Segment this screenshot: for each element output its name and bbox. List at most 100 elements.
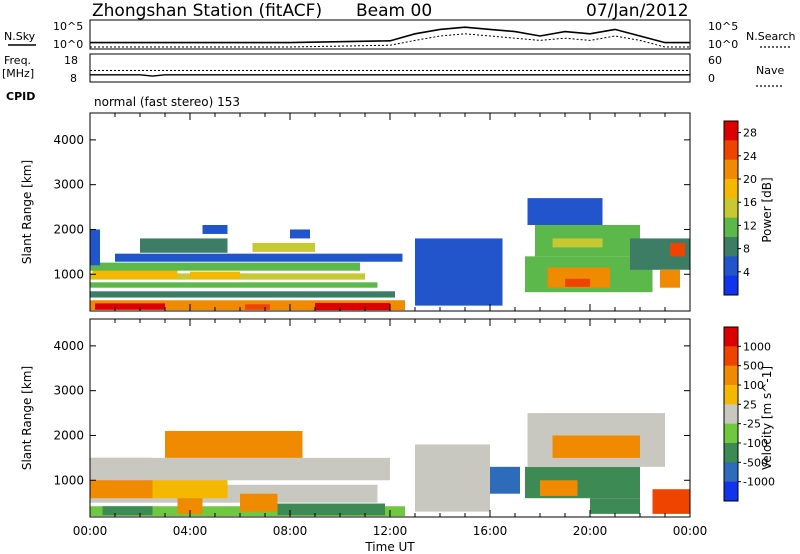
cpid-text: normal (fast stereo) 153 (94, 95, 240, 109)
velocity-heatmap (90, 413, 690, 517)
noise-right-tick-top: 10^5 (708, 20, 738, 33)
heatmap-patch (315, 302, 390, 311)
colorbar-swatch (724, 365, 738, 386)
colorbar-swatch (724, 481, 738, 502)
heatmap-patch (90, 282, 378, 288)
power-axes: 1000 2000 3000 4000 (53, 113, 691, 311)
velocity-colorbar: 1000 500 100 25 -25 -100 -500 -1000 (723, 326, 775, 502)
heatmap-patch (660, 269, 680, 288)
heatmap-patch (490, 466, 520, 494)
colorbar-tick-label: 500 (743, 360, 764, 373)
heatmap-patch (277, 503, 385, 516)
noise-left-tick-top: 10^5 (53, 20, 83, 33)
heatmap-patch (90, 457, 390, 481)
freq-right-tick-bottom: 0 (708, 72, 715, 85)
colorbar-frame (723, 326, 739, 502)
x-tick-label: 16:00 (473, 524, 508, 538)
freq-panel-frame (89, 53, 691, 83)
heatmap-patch (90, 291, 395, 298)
colorbar-tick-label: 28 (743, 127, 757, 140)
x-axis-ticks: 00:00 04:00 08:00 12:00 16:00 20:00 00:00 (73, 524, 708, 538)
heatmap-patch (565, 278, 590, 287)
station-title: Zhongshan Station (fitACF) (92, 1, 322, 21)
heatmap-patch (245, 304, 270, 310)
colorbar-tick-label: 100 (743, 379, 764, 392)
heatmap-patch (140, 238, 228, 253)
power-y-axis-label: Slant Range [km] (20, 160, 34, 264)
colorbar-tick-label: 12 (743, 219, 757, 232)
y-tick-label: 2000 (53, 428, 84, 442)
velocity-y-axis-label: Slant Range [km] (20, 366, 34, 470)
noise-plot-lines (90, 26, 690, 48)
colorbar-swatch (724, 121, 738, 141)
x-tick-label: 00:00 (673, 524, 708, 538)
colorbar-swatch (724, 275, 738, 296)
heatmap-patch (590, 498, 640, 514)
colorbar-swatch (724, 443, 738, 463)
y-tick-label: 1000 (53, 267, 84, 281)
colorbar-swatch (724, 462, 738, 483)
freq-left-tick-bottom: 8 (70, 72, 77, 85)
colorbar-tick-label: 4 (743, 266, 750, 279)
heatmap-patch (670, 242, 685, 257)
x-axis-label: Time UT (364, 540, 415, 554)
heatmap-patch (527, 198, 603, 225)
colorbar-swatch (724, 179, 738, 199)
colorbar-tick-label: 16 (743, 196, 757, 209)
colorbar-swatch (724, 404, 738, 425)
power-colorbar: 4 8 12 16 20 24 28 (723, 120, 757, 296)
x-tick-label: 12:00 (373, 524, 408, 538)
heatmap-patch (415, 238, 503, 306)
colorbar-frame (723, 120, 739, 296)
heatmap-patch (165, 430, 303, 458)
colorbar-tick-label: 24 (743, 150, 757, 163)
cpid-label: CPID (6, 90, 35, 103)
heatmap-patch (190, 271, 240, 279)
freq-line (90, 74, 690, 77)
freq-label-line2: [MHz] (2, 67, 34, 80)
heatmap-patch (102, 506, 153, 516)
y-tick-label: 2000 (53, 222, 84, 236)
x-tick-label: 04:00 (173, 524, 208, 538)
heatmap-patch (540, 480, 578, 496)
colorbar-tick-label: 20 (743, 173, 757, 186)
velocity-axes: 1000 2000 3000 4000 (53, 319, 691, 517)
heatmap-patch (415, 444, 490, 512)
power-heatmap (90, 198, 690, 311)
noise-sky-line (90, 26, 690, 44)
freq-right-tick-top: 60 (708, 54, 722, 67)
colorbar-swatch (724, 385, 738, 405)
colorbar-swatch (724, 346, 738, 367)
heatmap-patch (290, 229, 310, 239)
colorbar-swatch (724, 217, 738, 238)
colorbar-swatch (724, 198, 738, 219)
colorbar-swatch (724, 237, 738, 257)
freq-label-line1: Freq. (4, 54, 31, 67)
noise-panel-frame (89, 19, 691, 50)
colorbar-swatch (724, 256, 738, 277)
colorbar-tick-label: -1000 (743, 476, 775, 489)
colorbar-swatch (724, 159, 738, 180)
velocity-colorbar-label: Velocity [m s^-1] (760, 366, 774, 470)
y-tick-label: 3000 (53, 384, 84, 398)
colorbar-tick-label: -500 (743, 456, 768, 469)
noise-right-tick-bottom: 10^0 (708, 38, 738, 51)
heatmap-patch (95, 303, 165, 310)
colorbar-tick-label: -25 (743, 418, 761, 431)
heatmap-patch (240, 493, 278, 512)
heatmap-patch (202, 224, 228, 234)
heatmap-patch (547, 267, 610, 288)
heatmap-patch (90, 229, 100, 266)
colorbar-tick-label: 25 (743, 398, 757, 411)
heatmap-patch (252, 242, 315, 252)
nave-label: Nave (756, 64, 784, 77)
heatmap-patch (652, 489, 690, 514)
x-tick-label: 08:00 (273, 524, 308, 538)
heatmap-patch (552, 238, 603, 248)
y-tick-label: 4000 (53, 339, 84, 353)
x-tick-label: 00:00 (73, 524, 108, 538)
heatmap-patch (552, 435, 640, 458)
colorbar-swatch (724, 423, 738, 444)
colorbar-tick-label: -100 (743, 437, 768, 450)
